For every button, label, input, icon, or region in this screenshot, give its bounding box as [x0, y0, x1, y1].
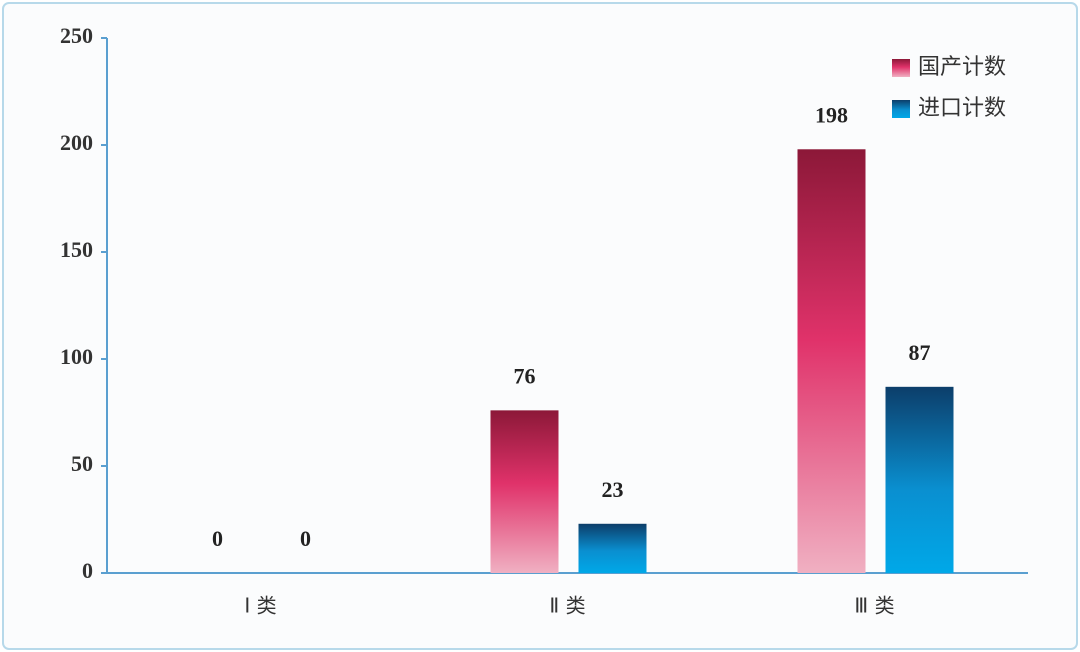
x-tick-label: Ⅲ 类: [854, 594, 894, 618]
x-tick-label: Ⅱ 类: [549, 594, 585, 618]
y-tick-label: 150: [60, 237, 93, 262]
bar: [885, 386, 954, 573]
legend-label: 国产计数: [918, 55, 1006, 80]
legend-swatch: [892, 100, 910, 118]
y-tick-label: 250: [60, 23, 93, 48]
value-label: 23: [602, 477, 624, 502]
value-label: 0: [300, 526, 311, 551]
legend-swatch: [892, 59, 910, 77]
x-tick-label: Ⅰ 类: [244, 594, 276, 618]
bar: [578, 523, 647, 573]
value-label: 0: [212, 526, 223, 551]
value-label: 76: [514, 363, 536, 388]
y-tick-label: 50: [71, 451, 93, 476]
y-tick-label: 0: [82, 558, 93, 583]
y-tick-label: 100: [60, 344, 93, 369]
bar: [490, 410, 559, 573]
legend-label: 进口计数: [918, 96, 1006, 121]
value-label: 87: [909, 340, 931, 365]
bar: [797, 149, 866, 573]
value-label: 198: [815, 102, 848, 127]
y-tick-label: 200: [60, 130, 93, 155]
